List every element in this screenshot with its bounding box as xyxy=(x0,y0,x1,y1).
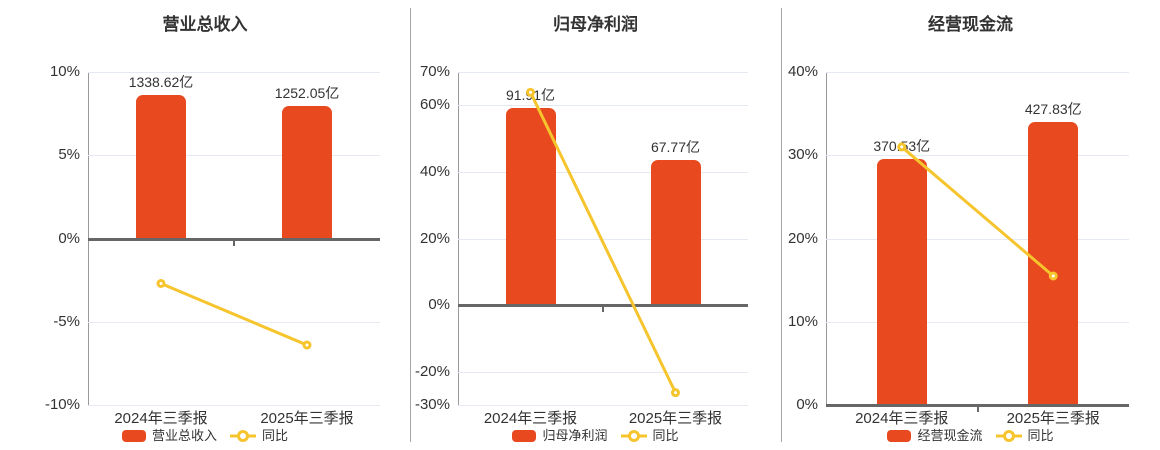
x-category-label: 2025年三季报 xyxy=(628,410,723,427)
bar xyxy=(876,158,927,405)
legend: 营业总收入 同比 xyxy=(0,427,410,445)
y-tick-label: 0% xyxy=(796,396,818,413)
legend-bar-label: 营业总收入 xyxy=(151,428,217,443)
bar-value-label: 427.83亿 xyxy=(1024,100,1082,117)
panel-divider xyxy=(410,8,411,442)
gridline xyxy=(458,171,748,173)
x-category-label: 2025年三季报 xyxy=(260,410,354,427)
y-tick-label: 5% xyxy=(58,146,80,164)
zero-axis-center-tick xyxy=(233,240,235,246)
zero-axis-line xyxy=(826,404,1129,407)
gridline xyxy=(88,321,380,323)
legend-item-line[interactable]: 同比 xyxy=(995,428,1054,444)
panel-divider xyxy=(781,8,782,442)
y-tick-label: 30% xyxy=(787,146,818,164)
y-tick-label: -5% xyxy=(53,312,80,330)
zero-axis-line xyxy=(88,237,380,241)
bar-value-label: 67.77亿 xyxy=(650,138,701,155)
legend-bar-swatch xyxy=(887,430,912,442)
legend: 经营现金流 同比 xyxy=(781,427,1160,445)
y-tick-label: 10% xyxy=(787,312,818,330)
legend-bar-label: 经营现金流 xyxy=(917,428,983,443)
gridline xyxy=(458,72,748,73)
gridline xyxy=(826,321,1129,323)
bar-value-label: 370.53亿 xyxy=(873,137,931,154)
legend-item-line[interactable]: 同比 xyxy=(230,428,288,444)
gridline xyxy=(458,405,748,406)
legend-item-bar[interactable]: 归母净利润 xyxy=(512,428,608,444)
chart-title: 归母净利润 xyxy=(553,15,638,34)
y-tick-label: 10% xyxy=(49,63,80,80)
gridline xyxy=(88,405,380,406)
bar xyxy=(650,159,701,306)
x-category-label: 2024年三季报 xyxy=(114,410,208,427)
y-tick-label: -20% xyxy=(414,362,450,380)
gridline xyxy=(826,238,1129,240)
bar xyxy=(505,107,556,306)
gridline xyxy=(458,105,748,107)
bar-value-label: 91.91亿 xyxy=(505,86,556,103)
yoy-line xyxy=(159,281,309,347)
zero-axis-center-tick xyxy=(976,407,979,412)
yoy-marker xyxy=(302,340,312,350)
gridline xyxy=(826,72,1129,73)
chart-title: 营业总收入 xyxy=(162,15,248,34)
y-tick-label: 70% xyxy=(419,63,450,80)
legend-line-label: 同比 xyxy=(262,428,289,443)
gridline xyxy=(88,72,380,73)
legend-item-bar[interactable]: 经营现金流 xyxy=(887,428,983,444)
legend: 归母净利润 同比 xyxy=(410,427,781,445)
y-tick-label: 40% xyxy=(787,63,818,80)
yoy-marker xyxy=(671,388,680,398)
x-category-label: 2024年三季报 xyxy=(483,410,578,427)
y-tick-label: 40% xyxy=(419,162,450,180)
y-tick-label: 20% xyxy=(419,229,450,247)
chart-title: 经营现金流 xyxy=(928,15,1013,34)
legend-bar-label: 归母净利润 xyxy=(542,428,608,443)
x-category-label: 2024年三季报 xyxy=(855,410,949,427)
y-tick-label: 60% xyxy=(419,96,450,114)
bar xyxy=(1028,121,1079,405)
legend-line-circle-icon xyxy=(230,430,256,442)
legend-line-label: 同比 xyxy=(1027,428,1054,443)
legend-bar-swatch xyxy=(121,430,146,442)
gridline xyxy=(826,155,1129,157)
y-tick-label: -10% xyxy=(44,396,80,413)
legend-line-circle-icon xyxy=(995,430,1022,442)
y-tick-label: 0% xyxy=(428,296,450,314)
gridline xyxy=(88,155,380,157)
y-tick-label: -30% xyxy=(414,396,450,413)
bar-value-label: 1252.05亿 xyxy=(274,85,340,102)
legend-line-circle-icon xyxy=(620,430,647,442)
bar xyxy=(136,95,186,239)
bar-value-label: 1338.62亿 xyxy=(128,74,194,91)
y-tick-label: 0% xyxy=(58,229,80,247)
zero-axis-center-tick xyxy=(602,307,604,313)
bar xyxy=(282,106,332,239)
y-tick-label: 20% xyxy=(787,229,818,247)
x-category-label: 2025年三季报 xyxy=(1006,410,1100,427)
legend-item-line[interactable]: 同比 xyxy=(620,428,679,444)
yoy-marker xyxy=(156,278,166,288)
gridline xyxy=(458,371,748,373)
gridline xyxy=(458,238,748,240)
legend-item-bar[interactable]: 营业总收入 xyxy=(121,428,217,444)
legend-line-label: 同比 xyxy=(652,428,679,443)
legend-bar-swatch xyxy=(512,430,537,442)
